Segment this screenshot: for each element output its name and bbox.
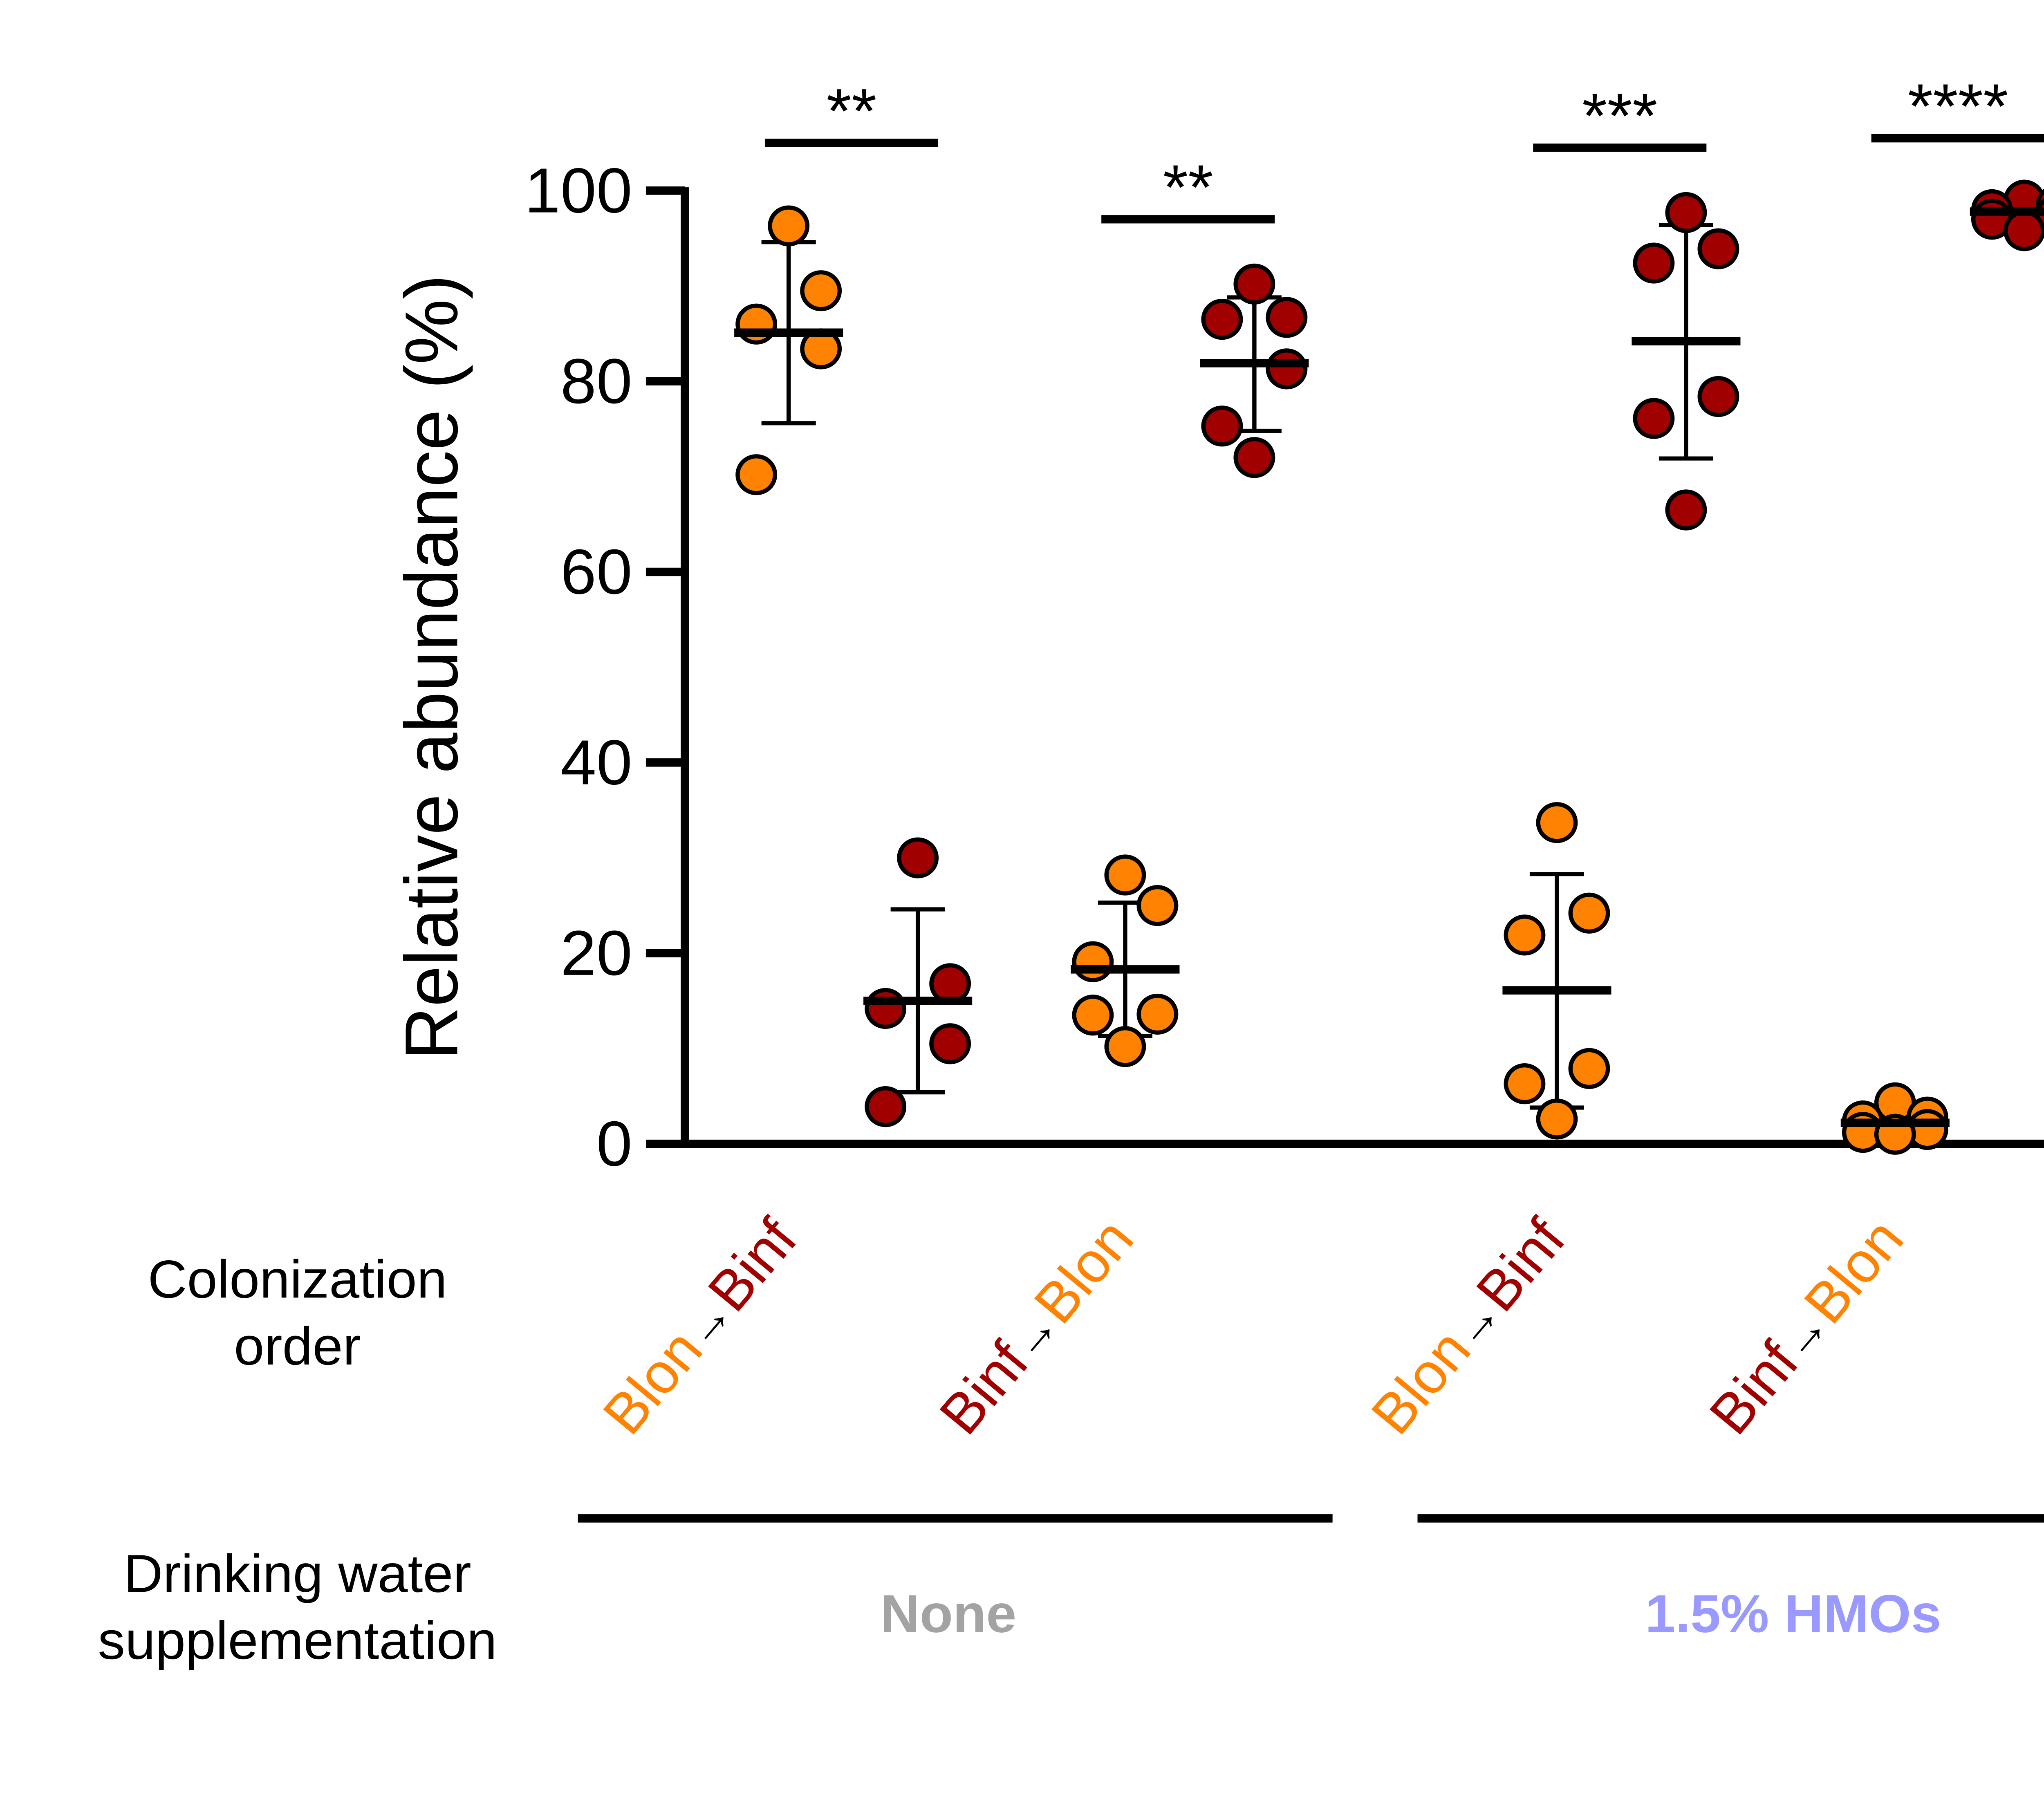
data-point xyxy=(1104,1026,1146,1067)
data-point xyxy=(1233,437,1275,478)
data-point xyxy=(735,454,778,495)
data-point xyxy=(1104,854,1146,896)
data-point xyxy=(865,1086,907,1127)
data-marks xyxy=(734,179,2044,1155)
category-label: Binf→Blon xyxy=(1697,1207,1915,1446)
y-tick-label: 60 xyxy=(560,536,632,607)
significance-label: ** xyxy=(1163,152,1213,223)
data-point xyxy=(2003,210,2044,251)
significance-label: ** xyxy=(827,76,877,147)
data-point xyxy=(929,963,971,1004)
y-tick-label: 100 xyxy=(524,155,632,226)
category-label: Blon→Binf xyxy=(590,1207,809,1446)
data-point xyxy=(1201,299,1243,340)
data-point xyxy=(1568,892,1610,934)
data-point xyxy=(897,837,939,878)
group-label-none: None xyxy=(881,1584,1017,1644)
y-ticks: 0 20 40 60 80 100 xyxy=(524,155,685,1179)
data-point xyxy=(1633,398,1675,439)
y-tick-label: 40 xyxy=(560,727,632,798)
colonization-order-label-line1: Colonization xyxy=(148,1249,447,1309)
data-point xyxy=(1633,242,1675,284)
significance-annotations: ******* **** xyxy=(764,71,2044,224)
data-point xyxy=(1504,914,1546,956)
data-point xyxy=(1536,802,1578,843)
category-labels: Blon→Binf Binf→Blon Blon→Binf Binf→Blon xyxy=(590,1207,1915,1446)
category-label: Blon→Binf xyxy=(1359,1207,1578,1446)
data-point xyxy=(1266,297,1308,338)
data-point xyxy=(1136,993,1179,1035)
data-point xyxy=(800,270,842,311)
data-point xyxy=(1665,192,1707,233)
data-point xyxy=(1665,489,1707,531)
significance-label: *** xyxy=(1582,81,1657,152)
y-tick-label: 80 xyxy=(560,346,632,417)
data-point xyxy=(1536,1098,1578,1140)
data-point xyxy=(1504,1063,1546,1105)
data-point xyxy=(1201,406,1243,447)
supplementation-label-line2: supplementation xyxy=(98,1611,497,1670)
y-tick-label: 20 xyxy=(560,918,632,989)
significance-label: **** xyxy=(1908,71,2008,142)
data-point xyxy=(929,1023,971,1064)
data-point xyxy=(865,988,907,1029)
data-point xyxy=(1233,263,1275,305)
group-label-hmos: 1.5% HMOs xyxy=(1645,1584,1941,1644)
data-point xyxy=(1072,941,1114,982)
data-point xyxy=(1136,885,1179,926)
colonization-order-label-line2: order xyxy=(234,1316,361,1376)
data-point xyxy=(1072,995,1114,1036)
category-label: Binf→Blon xyxy=(927,1207,1145,1446)
data-point xyxy=(1266,348,1308,390)
data-point xyxy=(1697,228,1739,269)
supplementation-label-line1: Drinking water xyxy=(123,1544,471,1603)
data-point xyxy=(735,303,778,345)
data-point xyxy=(1568,1048,1610,1089)
data-point xyxy=(768,205,810,246)
y-axis-label: Relative abundance (%) xyxy=(390,275,473,1060)
data-point xyxy=(1697,376,1739,417)
y-tick-label: 0 xyxy=(596,1108,632,1179)
